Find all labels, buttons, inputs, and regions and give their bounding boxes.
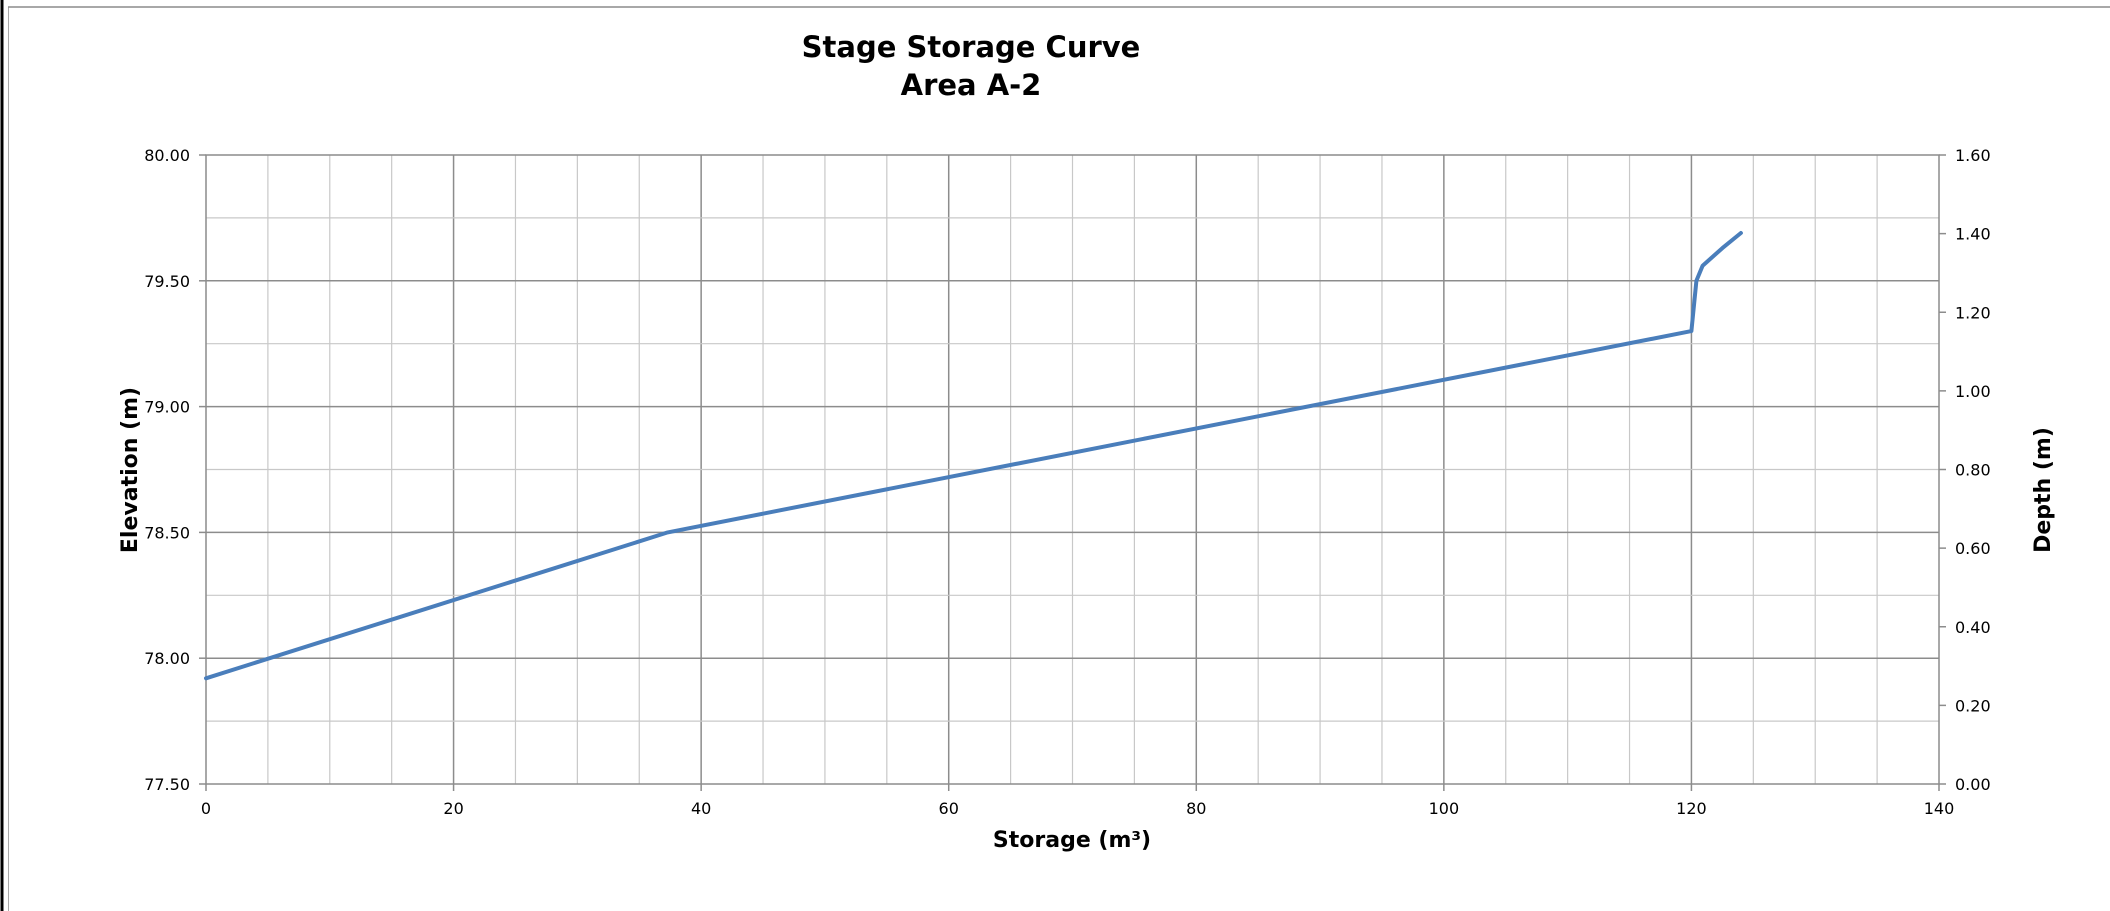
y2-tick-label: 0.00 (1955, 775, 1991, 794)
y2-tick-label: 0.40 (1955, 618, 1991, 637)
x-tick-label: 60 (939, 799, 959, 818)
chart-title: Stage Storage Curve (802, 30, 1141, 64)
chart-subtitle: Area A-2 (901, 68, 1042, 102)
y-tick-label: 77.50 (144, 775, 190, 794)
y-tick-label: 79.50 (144, 272, 190, 291)
y-tick-label: 78.00 (144, 649, 190, 668)
x-tick-label: 20 (443, 799, 463, 818)
axis-ticks: 0 20 40 60 80 100 120 140 77.50 78.00 78.50 79.00 79… (144, 146, 1990, 818)
y2-tick-label: 1.60 (1955, 146, 1991, 165)
x-tick-label: 0 (201, 799, 211, 818)
x-tick-label: 40 (691, 799, 711, 818)
y-tick-label: 80.00 (144, 146, 190, 165)
series-lines (204, 231, 1743, 681)
x-tick-label: 140 (1924, 799, 1955, 818)
series-line (204, 231, 1743, 681)
y2-tick-label: 0.60 (1955, 539, 1991, 558)
x-axis-title: Storage (m³) (993, 828, 1151, 853)
x-tick-label: 100 (1429, 799, 1460, 818)
y2-tick-label: 1.00 (1955, 382, 1991, 401)
y-tick-label: 78.50 (144, 523, 190, 542)
y2-tick-label: 1.20 (1955, 303, 1991, 322)
x-tick-label: 80 (1186, 799, 1206, 818)
y2-axis-title: Depth (m) (2031, 427, 2056, 553)
x-tick-label: 120 (1676, 799, 1707, 818)
y2-tick-label: 1.40 (1955, 225, 1991, 244)
y-tick-label: 79.00 (144, 398, 190, 417)
y2-tick-label: 0.80 (1955, 461, 1991, 480)
gridlines (206, 155, 1939, 784)
y2-tick-label: 0.20 (1955, 696, 1991, 715)
y-axis-title: Elevation (m) (118, 387, 143, 553)
